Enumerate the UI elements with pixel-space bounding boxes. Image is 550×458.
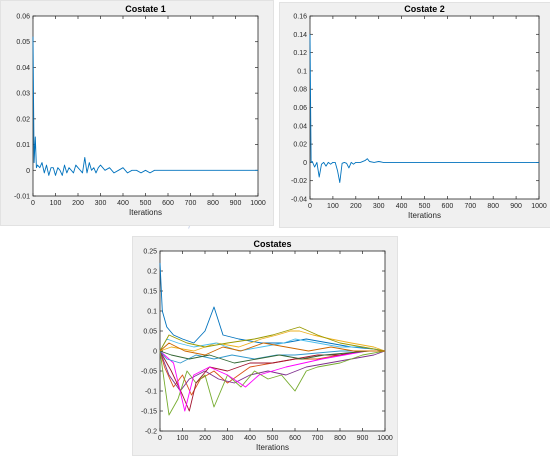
x-axis-label: Iterations	[256, 443, 289, 452]
y-tick-label: 0.04	[16, 65, 30, 72]
x-tick-label: 100	[177, 435, 189, 442]
x-tick-label: 1000	[250, 200, 266, 207]
series-line-1	[309, 34, 539, 183]
y-tick-label: 0	[153, 349, 157, 356]
series-line-1	[159, 262, 386, 352]
series-line-4	[159, 350, 386, 392]
plot-area	[32, 15, 259, 197]
series-line-3	[159, 330, 386, 352]
y-tick-label: -0.02	[291, 178, 307, 185]
y-tick-label: 0.2	[147, 269, 157, 276]
series-line-10	[159, 326, 386, 352]
x-tick-label: 0	[308, 203, 312, 210]
chart-title: Costates	[253, 239, 291, 249]
x-tick-label: 0	[158, 435, 162, 442]
series-line-12	[159, 342, 385, 356]
x-tick-label: 500	[419, 203, 431, 210]
x-tick-label: 900	[510, 203, 522, 210]
x-tick-label: 800	[207, 200, 219, 207]
y-tick-label: 0.02	[293, 142, 307, 149]
x-tick-label: 300	[373, 203, 385, 210]
y-tick-label: 0.03	[16, 91, 30, 98]
x-tick-label: 700	[312, 435, 324, 442]
x-tick-label: 900	[357, 435, 369, 442]
series-line-6	[159, 338, 386, 352]
series-line-7	[159, 350, 385, 412]
x-tick-label: 400	[244, 435, 256, 442]
y-tick-label: 0.06	[293, 105, 307, 112]
y-tick-label: 0.05	[16, 39, 30, 46]
y-tick-label: 0.05	[143, 329, 157, 336]
x-tick-label: 600	[162, 200, 174, 207]
y-tick-label: -0.05	[141, 369, 157, 376]
y-tick-label: 0.1	[147, 309, 157, 316]
x-tick-label: 200	[199, 435, 211, 442]
x-tick-label: 1000	[531, 203, 547, 210]
chart-costate-2: Costate 2 0 100 200 300 400 500 600 700 800 900 100…	[291, 4, 547, 220]
series-line-5	[159, 350, 386, 416]
x-tick-label: 200	[350, 203, 362, 210]
y-tick-label: -0.2	[145, 429, 157, 436]
y-tick-label: -0.15	[141, 409, 157, 416]
series-line-11	[159, 350, 385, 364]
chart-panel-costate-2: Costate 2 0 100 200 300 400 500 600 700 800 900 100…	[279, 2, 550, 228]
y-tick-label: -0.01	[14, 194, 30, 201]
y-tick-label: 0.1	[297, 68, 307, 75]
x-tick-label: 700	[185, 200, 197, 207]
y-tick-label: 0	[303, 160, 307, 167]
x-tick-label: 100	[327, 203, 339, 210]
x-tick-label: 0	[31, 200, 35, 207]
x-tick-label: 400	[117, 200, 129, 207]
y-tick-label: 0.08	[293, 87, 307, 94]
x-tick-label: 500	[140, 200, 152, 207]
x-tick-label: 400	[396, 203, 408, 210]
y-tick-label: 0.06	[16, 14, 30, 21]
y-tick-label: 0.02	[16, 116, 30, 123]
chart-panel-costate-1: Costate 1 0 100 200 300 400 500 600 700 800 900 100…	[0, 0, 274, 226]
chart-costates: Costates 0 100 200 300 400 500 600 700 800 900 1000…	[141, 239, 393, 452]
x-tick-label: 900	[230, 200, 242, 207]
x-tick-label: 1000	[377, 435, 393, 442]
y-tick-label: 0.15	[143, 289, 157, 296]
x-axis-label: Iterations	[408, 211, 441, 220]
y-tick-label: 0.16	[293, 14, 307, 21]
x-tick-label: 200	[72, 200, 84, 207]
series-line-8	[159, 350, 385, 412]
chart-costate-1: Costate 1 0 100 200 300 400 500 600 700 800 900 100…	[14, 4, 266, 217]
x-tick-label: 700	[464, 203, 476, 210]
series-line-1	[32, 36, 258, 176]
y-tick-label: 0.01	[16, 142, 30, 149]
y-tick-label: 0.25	[143, 249, 157, 256]
y-tick-label: 0.14	[293, 32, 307, 39]
y-tick-label: -0.1	[145, 389, 157, 396]
chart-title: Costate 2	[404, 4, 445, 14]
x-tick-label: 300	[222, 435, 234, 442]
y-tick-label: 0.04	[293, 123, 307, 130]
x-tick-label: 800	[487, 203, 499, 210]
chart-title: Costate 1	[125, 4, 166, 14]
x-tick-label: 600	[289, 435, 301, 442]
x-tick-label: 800	[334, 435, 346, 442]
x-tick-label: 500	[267, 435, 279, 442]
plot-area	[159, 250, 386, 432]
y-tick-label: 0.12	[293, 50, 307, 57]
x-tick-label: 300	[95, 200, 107, 207]
plot-area	[309, 15, 540, 200]
y-tick-label: -0.04	[291, 197, 307, 204]
x-tick-label: 600	[442, 203, 454, 210]
chart-panel-costates: Costates 0 100 200 300 400 500 600 700 800 900 1000…	[132, 236, 398, 456]
y-tick-label: 0	[26, 168, 30, 175]
x-tick-label: 100	[50, 200, 62, 207]
x-axis-label: Iterations	[129, 208, 162, 217]
